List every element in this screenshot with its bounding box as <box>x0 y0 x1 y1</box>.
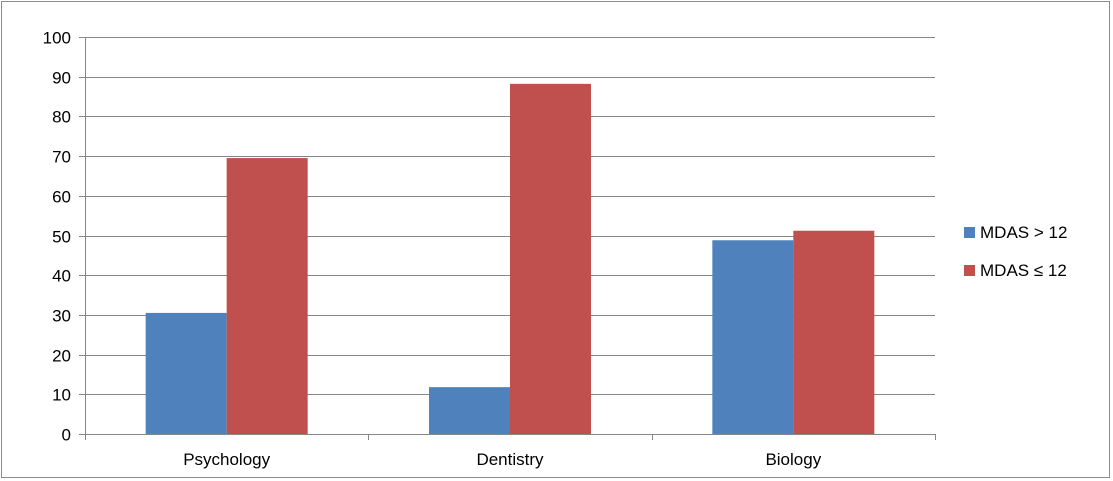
y-tick-label: 80 <box>52 108 71 127</box>
y-tick-label: 0 <box>62 426 71 445</box>
x-tick-label: Dentistry <box>476 450 544 469</box>
y-tick-label: 100 <box>43 29 71 48</box>
bar-dentistry-series-1 <box>429 387 510 434</box>
axes <box>79 37 936 440</box>
y-tick-label: 90 <box>52 69 71 88</box>
bar-psychology-series-1 <box>145 312 227 434</box>
y-tick-label: 20 <box>52 347 71 366</box>
bars <box>145 83 875 434</box>
y-tick-label: 40 <box>52 267 71 286</box>
y-tick-label: 30 <box>52 307 71 326</box>
y-axis-tick-labels: 0 10 20 30 40 50 60 70 80 90 100 <box>43 29 71 445</box>
x-tick-label: Biology <box>765 450 821 469</box>
legend-label-series-2: MDAS ≤ 12 <box>980 261 1067 280</box>
y-tick-label: 70 <box>52 148 71 167</box>
y-tick-label: 10 <box>52 386 71 405</box>
y-tick-label: 60 <box>52 188 71 207</box>
legend: MDAS > 12 MDAS ≤ 12 <box>964 223 1067 280</box>
x-tick-label: Psychology <box>183 450 270 469</box>
legend-swatch-series-1 <box>964 227 975 238</box>
legend-label-series-1: MDAS > 12 <box>980 223 1067 242</box>
bar-psychology-series-2 <box>226 158 308 434</box>
bar-biology-series-1 <box>712 240 794 434</box>
x-axis-tick-labels: Psychology Dentistry Biology <box>183 450 822 469</box>
bar-biology-series-2 <box>793 230 875 434</box>
bar-dentistry-series-2 <box>510 83 591 434</box>
legend-swatch-series-2 <box>964 265 975 276</box>
y-tick-label: 50 <box>52 228 71 247</box>
